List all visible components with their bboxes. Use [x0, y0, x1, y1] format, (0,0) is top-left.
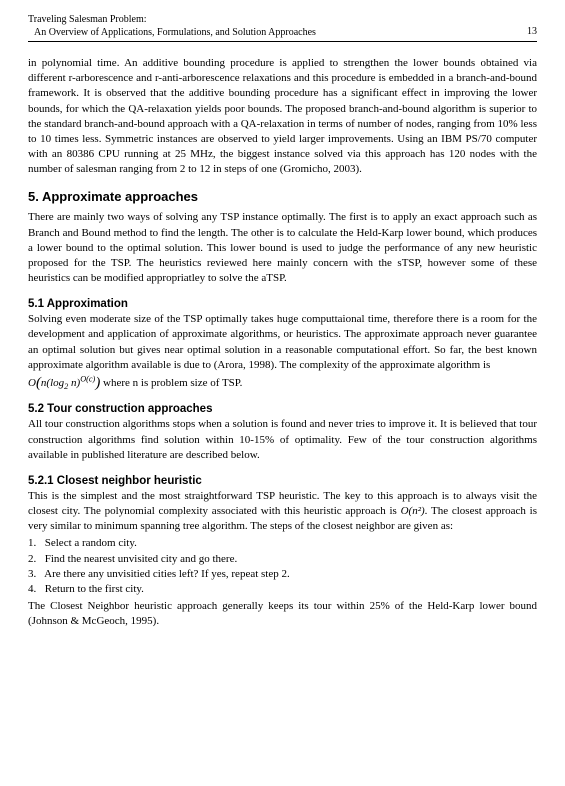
section-5-2-p1: All tour construction algorithms stops w…: [28, 417, 537, 463]
list-item: 3. Are there any unvisitied cities left?…: [28, 567, 537, 582]
formula-n: n): [68, 377, 80, 389]
section-5-1-formula: O(n(log2 n)O(c)) where n is problem size…: [28, 375, 537, 392]
section-5-1-p1: Solving even moderate size of the TSP op…: [28, 312, 537, 373]
list-item: 2. Find the nearest unvisited city and g…: [28, 552, 537, 567]
formula-inner: n(log: [41, 377, 64, 389]
section-5-p1: There are mainly two ways of solving any…: [28, 210, 537, 286]
step-text: Select a random city.: [45, 537, 137, 549]
section-5-1-heading: 5.1 Approximation: [28, 298, 537, 310]
formula-O: O: [28, 377, 36, 389]
page-header: Traveling Salesman Problem: An Overview …: [28, 14, 537, 42]
step-text: Return to the first city.: [45, 583, 144, 595]
header-title: Traveling Salesman Problem: An Overview …: [28, 14, 527, 39]
list-item: 4. Return to the first city.: [28, 582, 537, 597]
list-item: 1. Select a random city.: [28, 536, 537, 551]
section-5-2-1-heading: 5.2.1 Closest neighbor heuristic: [28, 475, 537, 487]
closest-neighbor-steps: 1. Select a random city. 2. Find the nea…: [28, 536, 537, 597]
formula-where: where n is problem size of TSP.: [100, 377, 242, 389]
section-5-2-heading: 5.2 Tour construction approaches: [28, 403, 537, 415]
section-5-2-1-p2: The Closest Neighbor heuristic approach …: [28, 599, 537, 629]
s521-math: O(n²): [401, 505, 425, 517]
header-title-line2: An Overview of Applications, Formulation…: [28, 27, 527, 40]
intro-paragraph: in polynomial time. An additive bounding…: [28, 56, 537, 177]
step-text: Find the nearest unvisited city and go t…: [45, 553, 237, 565]
section-5-heading: 5. Approximate approaches: [28, 189, 537, 204]
header-title-line1: Traveling Salesman Problem:: [28, 14, 527, 27]
formula-exp: O(c): [80, 374, 95, 383]
page-number: 13: [527, 26, 537, 40]
step-text: Are there any unvisitied cities left? If…: [44, 568, 290, 580]
section-5-2-1-p1: This is the simplest and the most straig…: [28, 489, 537, 535]
